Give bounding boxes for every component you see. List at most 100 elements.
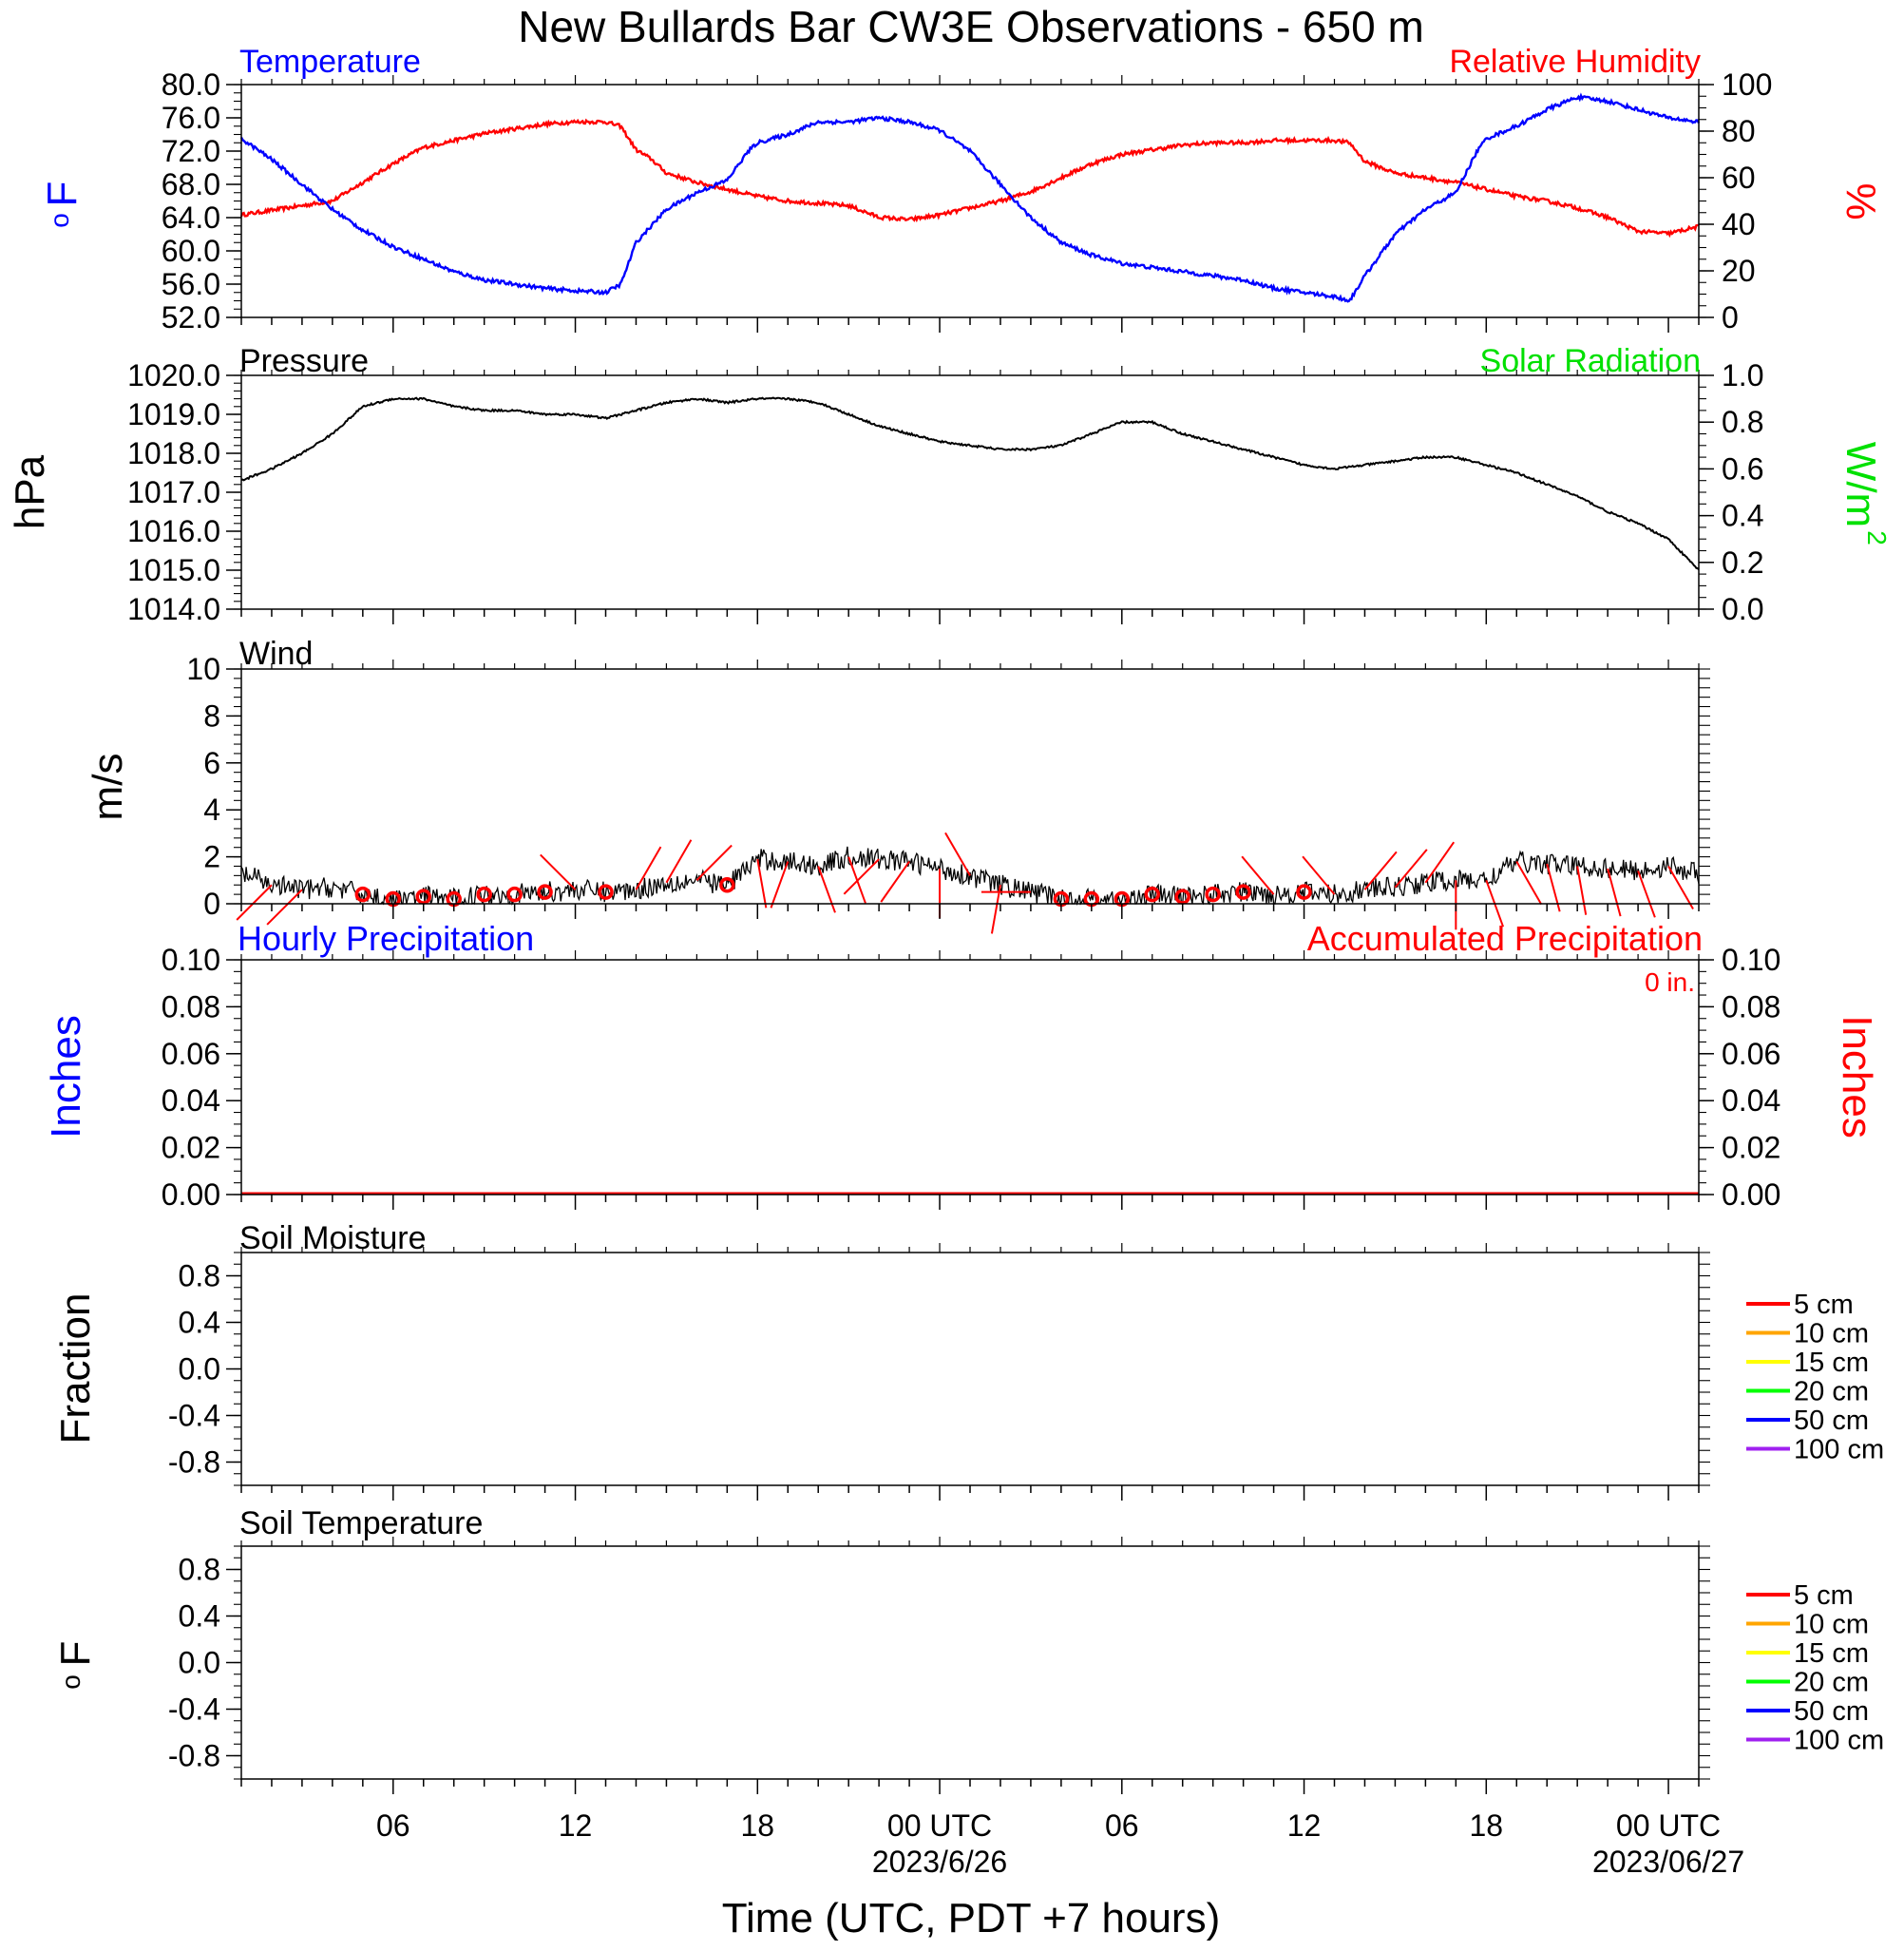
y-tick-label: 1020.0 <box>127 358 220 392</box>
legend-label: 50 cm <box>1794 1406 1869 1436</box>
solar-axis-unit: W/m <box>1837 442 1884 527</box>
legend-label: 20 cm <box>1794 1668 1869 1698</box>
pressure-line <box>240 396 1700 571</box>
figure-title: New Bullards Bar CW3E Observations - 650… <box>518 2 1424 51</box>
wind-barb <box>1394 849 1428 889</box>
pressure-title: Pressure <box>239 343 369 379</box>
hourly-precip-axis-unit: Inches <box>43 1015 89 1138</box>
y-tick-label: 1018.0 <box>127 436 220 470</box>
y-tick-label: 0 <box>1722 300 1739 335</box>
pressure-lines <box>240 396 1700 571</box>
y-tick-label: 8 <box>203 698 220 733</box>
x-tick-label: 12 <box>1287 1808 1322 1843</box>
y-tick-label: 1016.0 <box>127 514 220 548</box>
wind-barb-calm <box>1144 886 1160 903</box>
wind-barb <box>540 853 577 890</box>
legend-label: 50 cm <box>1794 1696 1869 1727</box>
soil-temp-axis-unit-degree: o <box>56 1674 86 1690</box>
y-tick-label: 60 <box>1722 161 1756 195</box>
soil-temp-ticks: -0.8 -0.4 0.0 0.4 0.8 <box>168 1537 1710 1794</box>
wind-barb <box>1363 851 1398 890</box>
wind-barb <box>266 889 303 926</box>
wind-title: Wind <box>239 636 313 672</box>
hourly-precip-title: Hourly Precipitation <box>238 919 534 958</box>
wind-barb-calm <box>354 886 371 903</box>
x-tick-date: 2023/6/26 <box>872 1845 1007 1879</box>
legend-label: 10 cm <box>1794 1610 1869 1640</box>
accum-precip-total: 0 in. <box>1645 967 1695 997</box>
precip-ticks: 0.00 0.02 0.04 0.06 0.08 0.10 0.00 0.02 0.04 0.06… <box>162 943 1781 1212</box>
wind-barb <box>1637 870 1656 918</box>
x-tick-label: 00 UTC <box>1616 1808 1721 1843</box>
wind-barb <box>1515 861 1543 906</box>
soil-moisture-axis-unit: Fraction <box>52 1293 99 1444</box>
y-tick-label: 76.0 <box>162 101 220 135</box>
y-tick-label: 0.4 <box>179 1599 220 1634</box>
wind-barb <box>1607 868 1622 917</box>
wind-barb <box>990 885 1001 934</box>
humidity-line <box>239 118 1700 239</box>
wind-speed-line <box>240 846 1700 907</box>
y-tick-label: 0.4 <box>1722 499 1763 533</box>
y-tick-label: 1.0 <box>1722 358 1763 392</box>
legend-label: 100 cm <box>1794 1435 1884 1465</box>
y-tick-label: 52.0 <box>162 300 220 335</box>
wind-barb <box>1302 855 1336 895</box>
wind-lines <box>240 846 1700 907</box>
y-tick-label: 1017.0 <box>127 475 220 509</box>
humidity-axis-unit: % <box>1837 182 1884 220</box>
solar-axis-unit-exponent: 2 <box>1862 530 1892 545</box>
y-tick-label: 1015.0 <box>127 553 220 587</box>
y-tick-label: 1019.0 <box>127 397 220 431</box>
panel-wind: 0 2 4 6 8 10 Wind m/s <box>85 636 1710 934</box>
temp-rh-ticks: 52.056.060.064.068.072.076.080.0 0 20 40 60 8… <box>162 67 1773 335</box>
pressure-ticks: 1014.0 1015.0 1016.0 1017.0 1018.0 1019.0 1020… <box>127 358 1763 626</box>
legend-label: 100 cm <box>1794 1726 1884 1756</box>
wind-barb-calm <box>537 884 553 900</box>
y-tick-label: 0.8 <box>179 1259 220 1293</box>
y-tick-label: 0.10 <box>162 943 220 977</box>
y-tick-label: 64.0 <box>162 201 220 235</box>
y-tick-label: 56.0 <box>162 267 220 301</box>
temperature-title: Temperature <box>239 44 421 80</box>
y-tick-label: -0.4 <box>168 1693 220 1727</box>
y-tick-label: 80 <box>1722 114 1756 148</box>
y-tick-label: 0.10 <box>1722 943 1780 977</box>
y-tick-label: -0.8 <box>168 1445 220 1480</box>
x-tick-label: 00 UTC <box>887 1808 992 1843</box>
wind-barb-calm <box>1174 889 1190 905</box>
y-tick-label: 0.00 <box>162 1177 220 1212</box>
y-tick-label: 0.0 <box>1722 592 1763 626</box>
wind-barb <box>843 858 880 895</box>
y-tick-label: 6 <box>203 746 220 780</box>
wind-barb <box>944 832 971 876</box>
soil-temp-title: Soil Temperature <box>239 1505 483 1541</box>
temp-rh-lines <box>239 92 1701 303</box>
temperature-axis-unit: F <box>39 182 86 207</box>
y-tick-label: 0 <box>203 887 220 921</box>
wind-axis-unit: m/s <box>85 754 131 821</box>
wind-barb <box>1576 866 1588 915</box>
legend-label: 15 cm <box>1794 1638 1869 1669</box>
y-tick-label: 10 <box>186 652 220 686</box>
legend-label: 20 cm <box>1794 1377 1869 1407</box>
wind-barb <box>665 839 693 884</box>
x-tick-label: 18 <box>1469 1808 1503 1843</box>
y-tick-label: 100 <box>1722 67 1772 102</box>
y-tick-label: 0.0 <box>179 1352 220 1387</box>
y-tick-label: 2 <box>203 840 220 874</box>
wind-barb <box>695 844 733 882</box>
accum-precip-axis-unit: Inches <box>1834 1015 1880 1138</box>
soil-moisture-title: Soil Moisture <box>239 1220 427 1256</box>
y-tick-label: 0.4 <box>179 1306 220 1340</box>
y-tick-label: 4 <box>203 793 220 827</box>
y-tick-label: 0.06 <box>162 1037 220 1071</box>
wind-barb <box>635 846 662 890</box>
legend-label: 5 cm <box>1794 1580 1854 1611</box>
wind-barb <box>817 866 836 913</box>
y-tick-label: 0.06 <box>1722 1037 1780 1071</box>
